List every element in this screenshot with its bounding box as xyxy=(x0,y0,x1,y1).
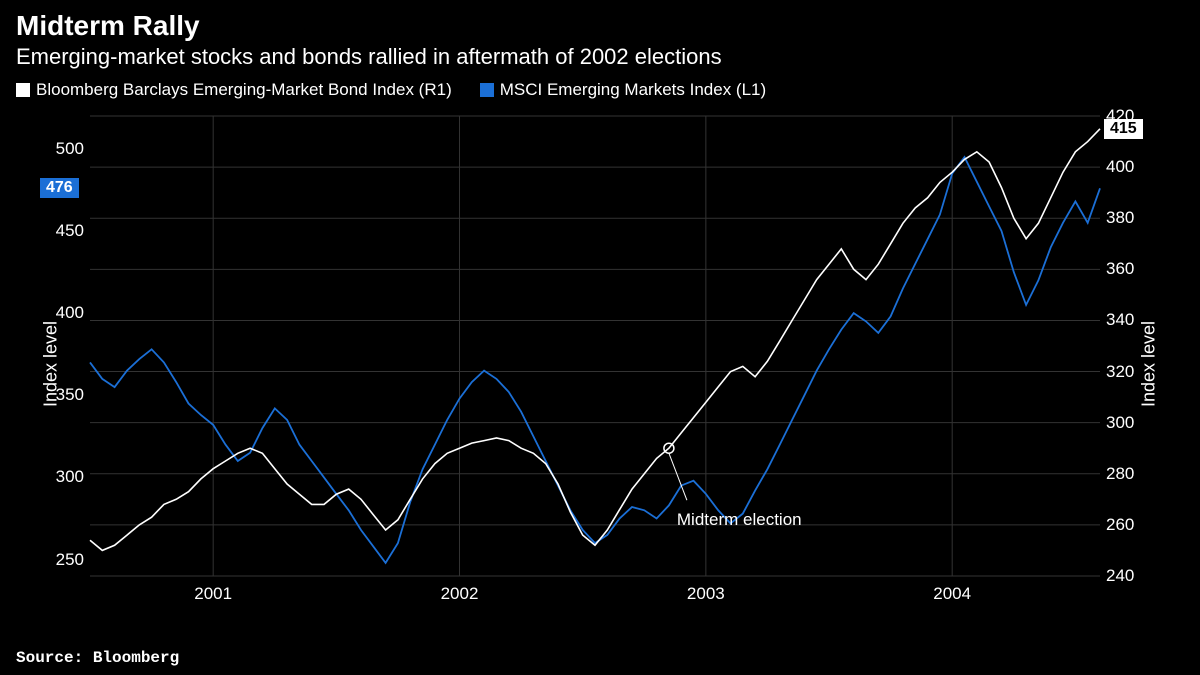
legend-label: MSCI Emerging Markets Index (L1) xyxy=(500,80,766,100)
chart-subtitle: Emerging-market stocks and bonds rallied… xyxy=(0,44,1200,78)
y-right-tick: 300 xyxy=(1106,413,1146,433)
x-tick: 2002 xyxy=(441,584,479,604)
legend: Bloomberg Barclays Emerging-Market Bond … xyxy=(0,78,1200,106)
x-tick: 2001 xyxy=(194,584,232,604)
y-right-tick: 240 xyxy=(1106,566,1146,586)
y-right-tick: 400 xyxy=(1106,157,1146,177)
y-right-tick: 320 xyxy=(1106,362,1146,382)
y-right-tick: 380 xyxy=(1106,208,1146,228)
x-tick: 2003 xyxy=(687,584,725,604)
source-attribution: Source: Bloomberg xyxy=(16,649,179,667)
y-right-tick: 360 xyxy=(1106,259,1146,279)
chart-area: Index level Index level 2503003504004505… xyxy=(0,106,1200,622)
last-value-badge-left: 476 xyxy=(40,178,79,198)
y-left-tick: 350 xyxy=(44,385,84,405)
y-left-tick: 450 xyxy=(44,221,84,241)
y-right-tick: 280 xyxy=(1106,464,1146,484)
legend-item-stocks: MSCI Emerging Markets Index (L1) xyxy=(480,80,766,100)
y-right-tick: 260 xyxy=(1106,515,1146,535)
x-tick: 2004 xyxy=(933,584,971,604)
y-left-tick: 250 xyxy=(44,550,84,570)
chart-svg xyxy=(0,106,1200,622)
legend-label: Bloomberg Barclays Emerging-Market Bond … xyxy=(36,80,452,100)
y-left-tick: 400 xyxy=(44,303,84,323)
y-right-tick: 340 xyxy=(1106,310,1146,330)
chart-title: Midterm Rally xyxy=(0,0,1200,44)
annotation-label: Midterm election xyxy=(677,510,802,530)
y-left-tick: 500 xyxy=(44,139,84,159)
legend-swatch-blue xyxy=(480,83,494,97)
legend-item-bonds: Bloomberg Barclays Emerging-Market Bond … xyxy=(16,80,452,100)
last-value-badge-right: 415 xyxy=(1104,119,1143,139)
y-left-tick: 300 xyxy=(44,467,84,487)
legend-swatch-white xyxy=(16,83,30,97)
